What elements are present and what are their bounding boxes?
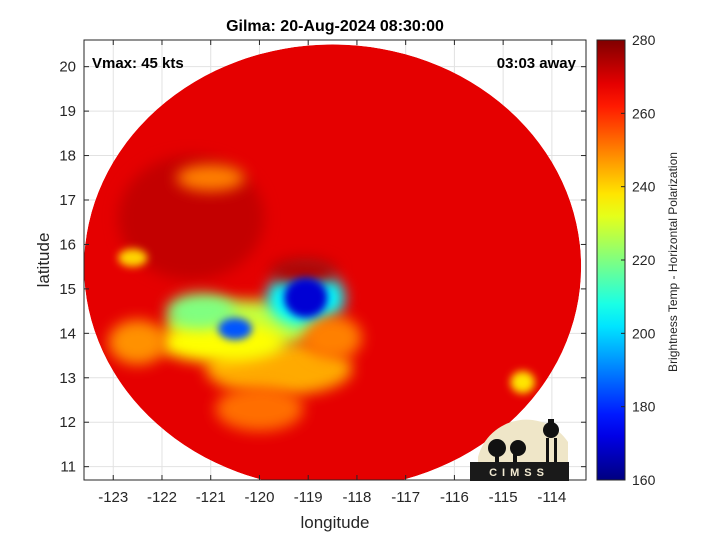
convection-cell [157, 322, 284, 363]
convection-cell [269, 257, 338, 285]
colorbar-tick-label: 220 [632, 252, 656, 268]
cimss-logo: CIMSS [470, 419, 569, 481]
y-axis-label: latitude [34, 233, 53, 288]
time-away-annotation: 03:03 away [497, 55, 577, 72]
colorbar-tick-label: 280 [632, 32, 656, 48]
convection-cell [215, 386, 304, 432]
x-tick-label: -120 [244, 489, 274, 506]
x-tick-label: -121 [196, 489, 226, 506]
colorbar-tick-label: 180 [632, 399, 656, 415]
x-axis-ticks: -123 -122 -121 -120 -119 -118 -117 -116 -115 -114 [98, 40, 566, 506]
colorbar-tick-label: 260 [632, 105, 656, 121]
convection-cell [283, 277, 328, 318]
x-tick-label: -116 [440, 489, 469, 506]
convection-features [108, 155, 535, 432]
convection-cell [166, 293, 236, 329]
y-tick-label: 19 [59, 103, 76, 120]
convection-cell [510, 371, 535, 394]
convection-cell [118, 248, 148, 267]
x-tick-label: -115 [489, 489, 518, 506]
colorbar-tick-label: 200 [632, 325, 656, 341]
y-tick-label: 12 [59, 414, 76, 431]
y-axis-ticks: 11 12 13 14 15 16 17 18 19 20 [59, 59, 586, 476]
y-tick-label: 18 [59, 148, 76, 165]
colorbar-tick-label: 160 [632, 472, 656, 488]
x-tick-label: -114 [537, 489, 566, 506]
convection-cell [218, 317, 253, 340]
y-tick-label: 16 [59, 236, 76, 253]
y-tick-label: 20 [59, 59, 76, 76]
x-tick-label: -122 [147, 489, 177, 506]
x-tick-label: -123 [98, 489, 128, 506]
x-tick-label: -118 [342, 489, 371, 506]
chart-title: Gilma: 20-Aug-2024 08:30:00 [226, 18, 444, 35]
x-tick-label: -117 [391, 489, 420, 506]
convection-cell [303, 315, 362, 360]
axes-frame [83, 39, 587, 481]
cimss-logo-text: CIMSS [489, 467, 549, 479]
y-tick-label: 17 [59, 192, 76, 209]
colorbar-label: Brightness Temp - Horizontal Polarizatio… [666, 152, 680, 372]
vmax-annotation: Vmax: 45 kts [92, 55, 184, 72]
y-tick-label: 14 [59, 325, 76, 342]
colorbar [596, 39, 626, 481]
y-tick-label: 11 [60, 459, 76, 476]
y-tick-label: 13 [59, 370, 76, 387]
colorbar-tick-label: 240 [632, 179, 656, 195]
y-tick-label: 15 [59, 281, 76, 298]
x-tick-label: -119 [294, 489, 323, 506]
convection-cell [176, 164, 245, 192]
x-axis-label: longitude [300, 513, 369, 532]
swath-image [84, 44, 582, 480]
convection-cell [108, 320, 167, 365]
colorbar-ticks: 160 180 200 220 240 260 280 [621, 32, 656, 488]
